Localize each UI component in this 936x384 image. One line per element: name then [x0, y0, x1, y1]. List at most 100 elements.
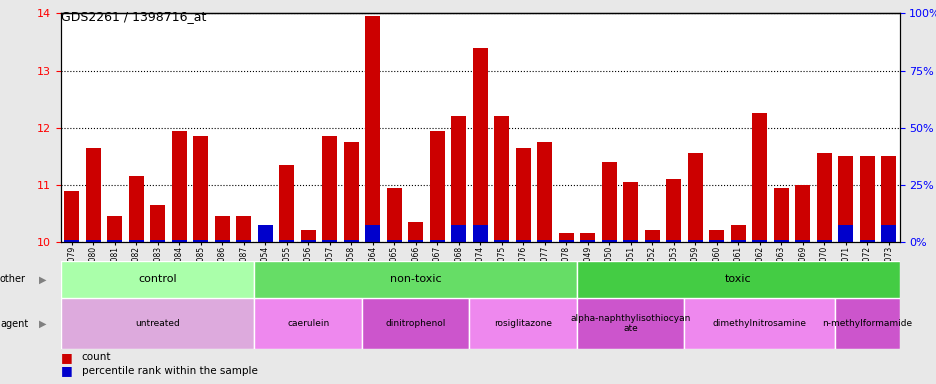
- Text: ▶: ▶: [39, 318, 47, 329]
- Bar: [709, 240, 724, 242]
- Bar: [536, 142, 551, 242]
- Bar: [322, 240, 337, 242]
- Bar: [472, 48, 488, 242]
- Bar: [880, 225, 896, 242]
- Bar: [214, 216, 229, 242]
- Bar: [816, 240, 831, 242]
- Bar: [171, 240, 186, 242]
- Bar: [61, 298, 255, 349]
- Bar: [64, 240, 80, 242]
- Text: GDS2261 / 1398716_at: GDS2261 / 1398716_at: [61, 10, 206, 23]
- Bar: [880, 156, 896, 242]
- Bar: [387, 188, 402, 242]
- Bar: [451, 116, 466, 242]
- Bar: [859, 240, 874, 242]
- Bar: [408, 222, 423, 242]
- Bar: [579, 240, 594, 242]
- Bar: [752, 240, 767, 242]
- Text: control: control: [139, 274, 177, 285]
- Bar: [816, 153, 831, 242]
- Bar: [493, 240, 508, 242]
- Bar: [684, 298, 834, 349]
- Bar: [730, 240, 745, 242]
- Bar: [128, 176, 143, 242]
- Bar: [622, 182, 637, 242]
- Text: untreated: untreated: [135, 319, 180, 328]
- Bar: [236, 240, 251, 242]
- Bar: [644, 230, 659, 242]
- Bar: [365, 225, 380, 242]
- Bar: [601, 162, 616, 242]
- Bar: [344, 142, 358, 242]
- Bar: [451, 225, 466, 242]
- Bar: [150, 205, 165, 242]
- Bar: [579, 233, 594, 242]
- Bar: [687, 240, 702, 242]
- Bar: [687, 153, 702, 242]
- Bar: [752, 113, 767, 242]
- Bar: [408, 240, 423, 242]
- Text: caerulein: caerulein: [286, 319, 329, 328]
- Text: dinitrophenol: dinitrophenol: [385, 319, 446, 328]
- Bar: [558, 233, 573, 242]
- Text: ▶: ▶: [39, 274, 47, 285]
- Text: ■: ■: [61, 364, 73, 377]
- Bar: [150, 240, 165, 242]
- Bar: [279, 240, 294, 242]
- Bar: [279, 165, 294, 242]
- Bar: [577, 298, 684, 349]
- Text: non-toxic: non-toxic: [389, 274, 441, 285]
- Bar: [255, 298, 361, 349]
- Bar: [601, 240, 616, 242]
- Bar: [193, 240, 208, 242]
- Text: rosiglitazone: rosiglitazone: [493, 319, 551, 328]
- Bar: [85, 240, 100, 242]
- Bar: [665, 240, 680, 242]
- Bar: [859, 156, 874, 242]
- Bar: [257, 230, 272, 242]
- Text: percentile rank within the sample: percentile rank within the sample: [81, 366, 257, 376]
- Bar: [622, 240, 637, 242]
- Text: other: other: [0, 274, 26, 285]
- Bar: [300, 240, 315, 242]
- Bar: [257, 225, 272, 242]
- Bar: [64, 190, 80, 242]
- Bar: [430, 240, 445, 242]
- Bar: [834, 298, 899, 349]
- Text: ■: ■: [61, 351, 73, 364]
- Bar: [430, 131, 445, 242]
- Bar: [730, 225, 745, 242]
- Bar: [365, 16, 380, 242]
- Bar: [838, 156, 853, 242]
- Bar: [515, 240, 530, 242]
- Text: count: count: [81, 352, 110, 362]
- Bar: [795, 240, 810, 242]
- Text: alpha-naphthylisothiocyan
ate: alpha-naphthylisothiocyan ate: [570, 314, 690, 333]
- Bar: [322, 136, 337, 242]
- Bar: [577, 261, 899, 298]
- Text: toxic: toxic: [724, 274, 751, 285]
- Bar: [665, 179, 680, 242]
- Bar: [472, 225, 488, 242]
- Bar: [469, 298, 577, 349]
- Bar: [255, 261, 577, 298]
- Bar: [107, 216, 122, 242]
- Bar: [515, 148, 530, 242]
- Text: dimethylnitrosamine: dimethylnitrosamine: [712, 319, 806, 328]
- Bar: [236, 216, 251, 242]
- Bar: [344, 240, 358, 242]
- Bar: [128, 240, 143, 242]
- Bar: [709, 230, 724, 242]
- Bar: [214, 240, 229, 242]
- Bar: [558, 240, 573, 242]
- Bar: [838, 225, 853, 242]
- Bar: [773, 188, 788, 242]
- Text: n-methylformamide: n-methylformamide: [821, 319, 912, 328]
- Bar: [493, 116, 508, 242]
- Text: agent: agent: [0, 318, 28, 329]
- Bar: [387, 240, 402, 242]
- Bar: [107, 240, 122, 242]
- Bar: [171, 131, 186, 242]
- Bar: [193, 136, 208, 242]
- Bar: [361, 298, 469, 349]
